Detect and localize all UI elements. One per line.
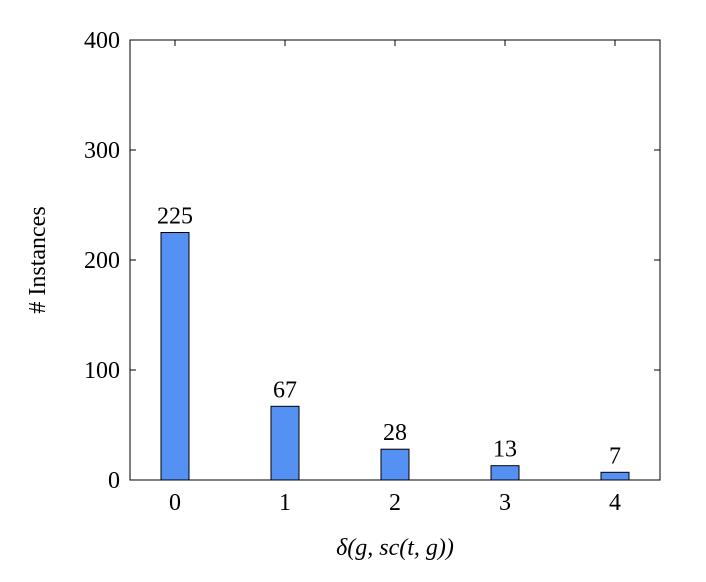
bar bbox=[270, 405, 300, 481]
plot-frame bbox=[129, 39, 661, 481]
value-label: 67 bbox=[273, 377, 297, 403]
bar bbox=[160, 232, 190, 481]
bar bbox=[490, 465, 520, 481]
x-axis-label: δ(g, sc(t, g)) bbox=[336, 535, 454, 561]
bar bbox=[600, 471, 630, 481]
y-tick-label: 300 bbox=[84, 138, 120, 164]
y-tick-label: 400 bbox=[84, 28, 120, 54]
value-label: 28 bbox=[383, 420, 407, 446]
value-label: 225 bbox=[157, 204, 193, 230]
x-tick-label: 1 bbox=[279, 490, 291, 516]
x-tick-label: 4 bbox=[609, 490, 621, 516]
y-tick-label: 100 bbox=[84, 358, 120, 384]
value-label: 7 bbox=[609, 443, 621, 469]
y-tick-label: 0 bbox=[108, 468, 120, 494]
y-axis-label: # Instances bbox=[25, 206, 51, 313]
x-tick-label: 0 bbox=[169, 490, 181, 516]
bar bbox=[380, 448, 410, 481]
y-tick-label: 200 bbox=[84, 248, 120, 274]
x-tick-label: 3 bbox=[499, 490, 511, 516]
x-tick-label: 2 bbox=[389, 490, 401, 516]
value-label: 13 bbox=[493, 437, 517, 463]
